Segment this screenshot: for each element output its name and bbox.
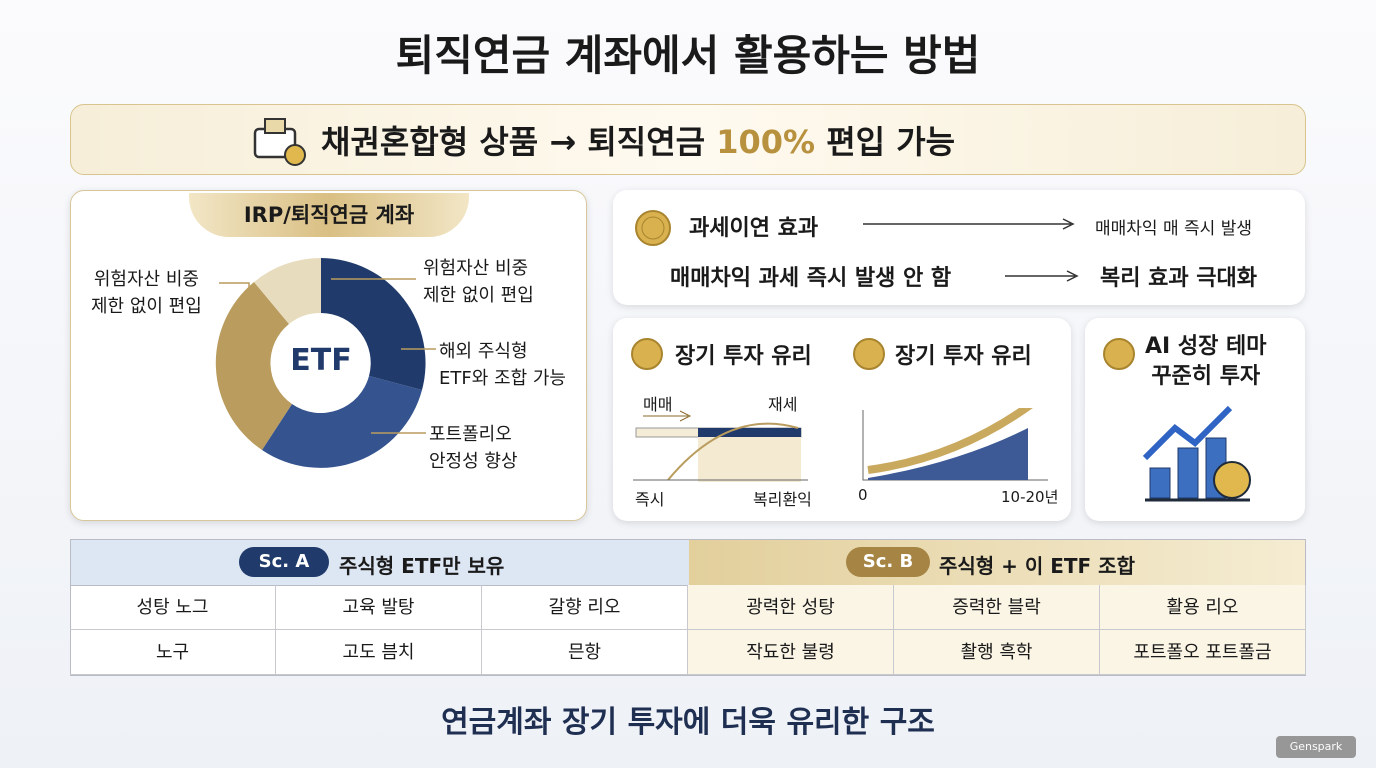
table-cell: 고도 븜치: [276, 630, 482, 675]
table-cell: 작됴한 불령: [688, 630, 894, 675]
title: 퇴직연금 계좌에서 활용하는 방법: [395, 31, 981, 80]
ai-panel: AI 성장 테마 꾸준히 투자: [1085, 318, 1305, 521]
arrow: [1005, 270, 1079, 282]
table: Sc. A 주식형 ETF만 보유 Sc. B 주식형 + 이 ETF 조합 성…: [70, 539, 1306, 676]
badge: Sc. B: [846, 547, 930, 577]
panel-title: IRP/퇴직연금 계좌: [189, 193, 469, 237]
table-cell: 광력한 성탕: [688, 585, 894, 630]
label: 위험자산 비중 제한 없이 편입: [91, 269, 202, 317]
chart-label: 매매: [643, 395, 673, 414]
axis-label: 0: [858, 486, 868, 504]
coin-icon: [853, 338, 885, 370]
header-text: 주식형 ETF만 보유: [339, 554, 505, 578]
label: 포트폴리오 안정성 향상: [429, 424, 518, 472]
arrow: [863, 218, 1075, 230]
long-term-panel: 장기 투자 유리 매매 재세 즉시 복리환익 장기 투자 유리 0 10-20년: [613, 318, 1071, 521]
donut: [215, 257, 426, 468]
header-b: Sc. B 주식형 + 이 ETF 조합: [689, 540, 1305, 586]
chart-label: 즉시: [635, 490, 665, 509]
leader-lines: [219, 278, 436, 434]
table-cell: 노구: [70, 630, 276, 675]
header-text: 주식형 + 이 ETF 조합: [939, 554, 1135, 578]
watermark: Genspark: [1276, 736, 1356, 758]
tax-right: 복리 효과 극대화: [1100, 266, 1257, 291]
tax-left: 매매차익 과세 즉시 발생 안 함: [670, 266, 952, 291]
label: 위험자산 비중 제한 없이 편입: [423, 258, 534, 306]
table-cell: 갈향 리오: [482, 585, 688, 630]
irp-panel: IRP/퇴직연금 계좌 ETF 위험자산 비중 제한 없이 편입 위험자산 비중 제…: [70, 190, 587, 521]
badge: Sc. A: [239, 547, 329, 577]
sub-title: 장기 투자 유리: [675, 344, 812, 369]
table-cell: 증력한 블락: [894, 585, 1100, 630]
coin-icon: [631, 338, 663, 370]
growth-icon: [1142, 405, 1251, 502]
axis-label: 10-20년: [1001, 488, 1059, 506]
money-icon: [253, 118, 306, 166]
tax-right: 매매차익 매 즉시 발생: [1095, 219, 1252, 239]
sub-title: 장기 투자 유리: [895, 344, 1032, 369]
table-cell: 촬행 흑학: [894, 630, 1100, 675]
chart-label: 재세: [768, 395, 798, 414]
table-cell: 고육 발탕: [276, 585, 482, 630]
banner-text: 채권혼합형 상품 → 퇴직연금 100% 편입 가능: [321, 123, 956, 161]
table-cell: 성탕 노그: [70, 585, 276, 630]
ai-title: AI 성장 테마 꾸준히 투자: [1145, 334, 1267, 389]
footer: 연금계좌 장기 투자에 더욱 유리한 구조: [441, 705, 935, 740]
banner: 채권혼합형 상품 → 퇴직연금 100% 편입 가능: [70, 104, 1306, 175]
tax-left: 과세이연 효과: [689, 216, 819, 241]
table-cell: 활용 리오: [1100, 585, 1306, 630]
coin-icon: [635, 210, 671, 246]
coin-icon: [1103, 338, 1135, 370]
table-cell: 포트폴오 포트폴금: [1100, 630, 1306, 675]
illustration: [633, 408, 1048, 482]
header-a: Sc. A 주식형 ETF만 보유: [71, 540, 689, 586]
chart-label: 복리환익: [753, 490, 812, 509]
label: 해외 주식형 ETF와 조합 가능: [439, 341, 566, 389]
tax-panel: 과세이연 효과 매매차익 매 즉시 발생 매매차익 과세 즉시 발생 안 함 복…: [613, 190, 1305, 305]
table-cell: 믄항: [482, 630, 688, 675]
donut-center: ETF: [290, 343, 352, 378]
